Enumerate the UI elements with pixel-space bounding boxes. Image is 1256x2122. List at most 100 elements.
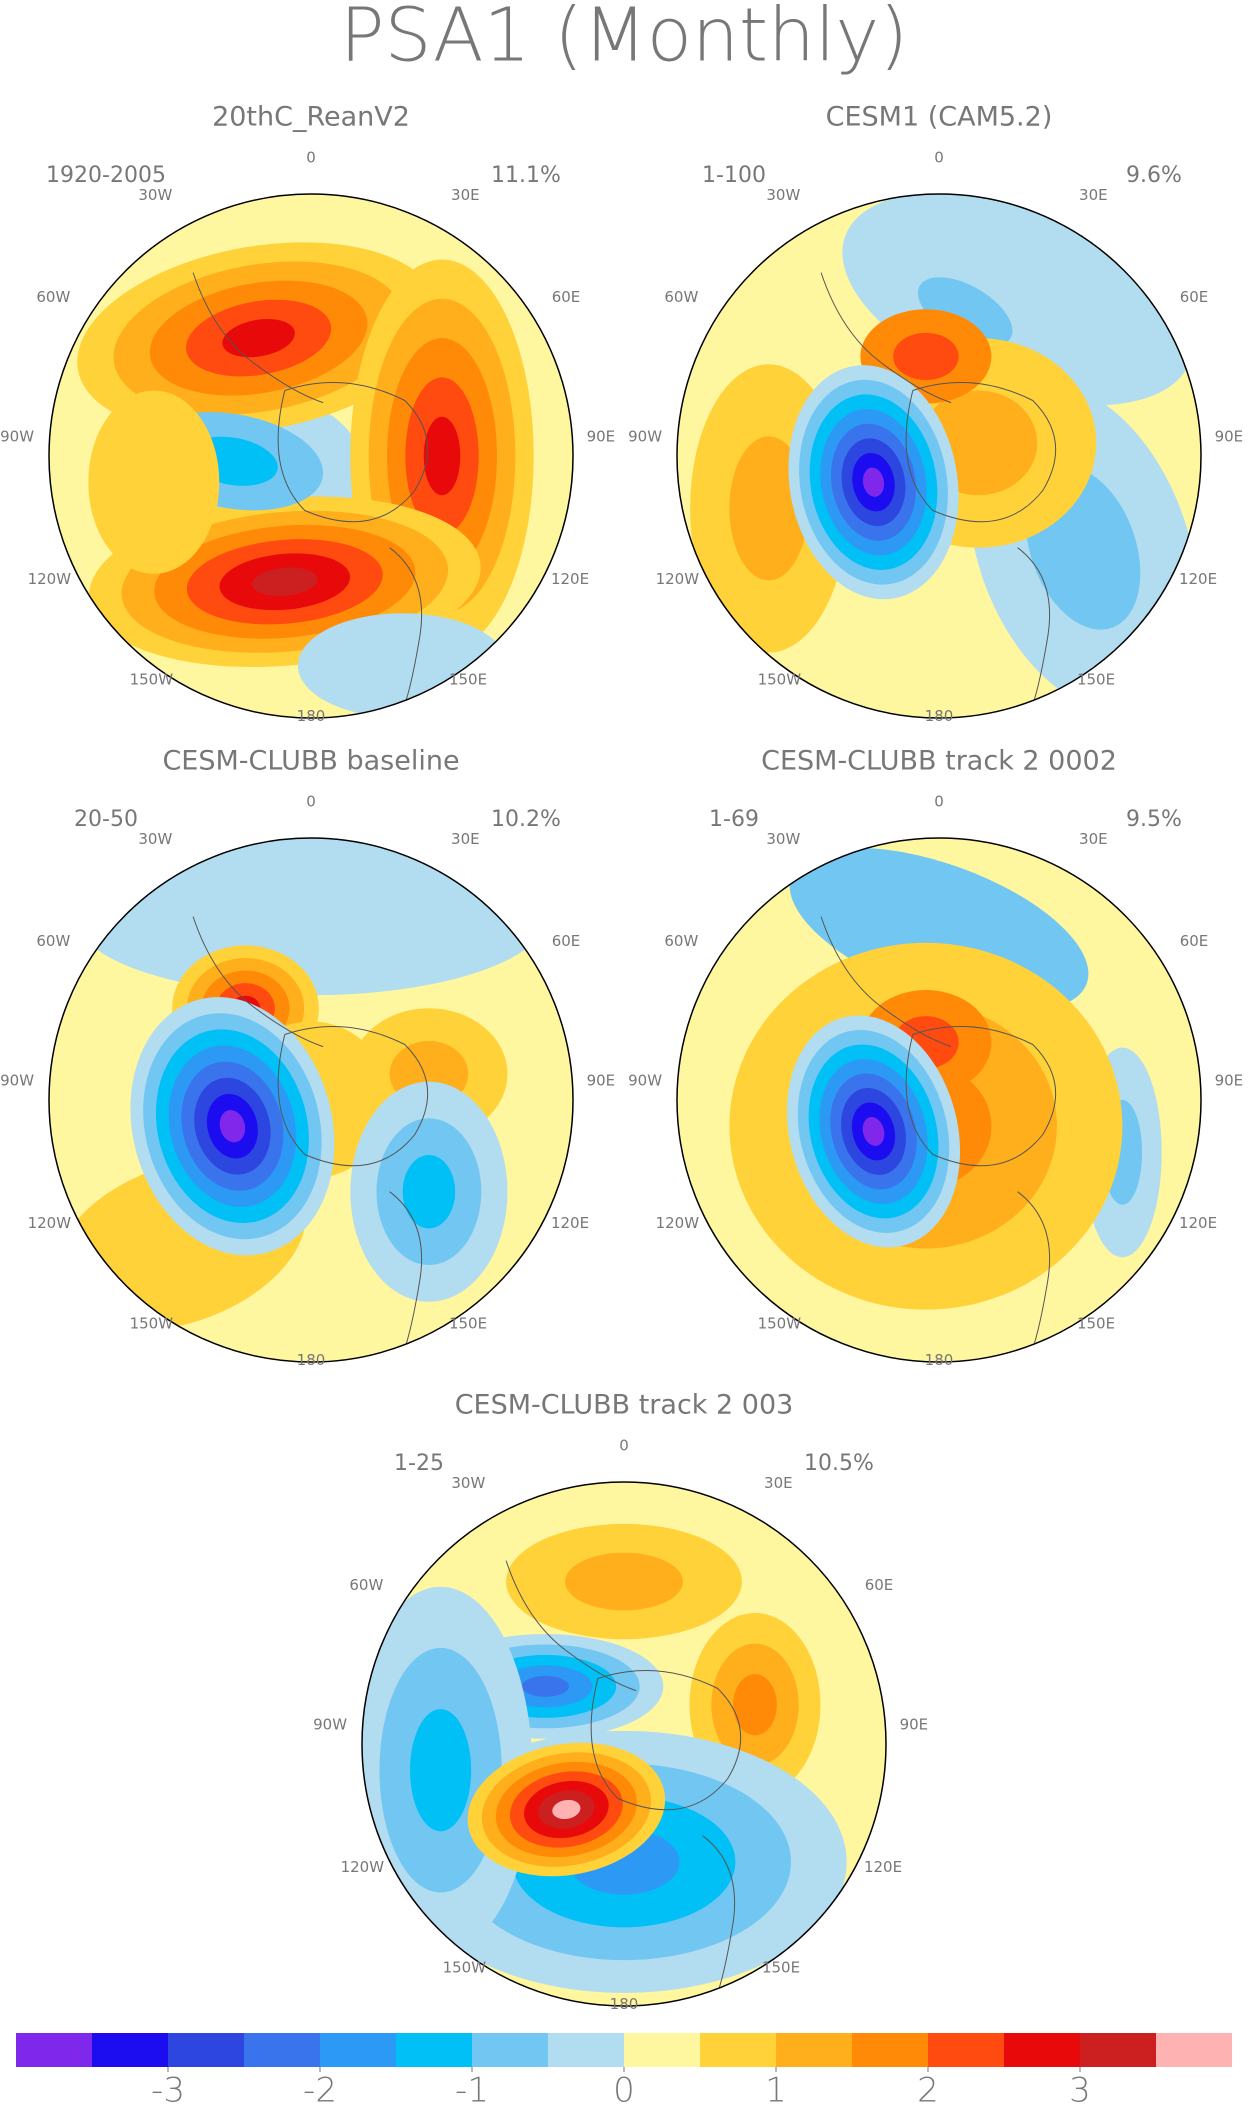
- longitude-label: 180: [925, 707, 954, 725]
- longitude-label: 30E: [451, 186, 480, 204]
- contour-fill: [252, 567, 318, 596]
- longitude-label: 120W: [341, 1858, 385, 1876]
- longitude-label: 90W: [628, 428, 662, 446]
- longitude-label: 30W: [138, 186, 172, 204]
- colorbar-box: [1080, 2033, 1156, 2067]
- colorbar-box: [1156, 2033, 1232, 2067]
- colorbar-box: [1004, 2033, 1080, 2067]
- longitude-label: 0: [306, 793, 316, 811]
- longitude-label: 150E: [1077, 671, 1115, 689]
- contour-fill: [297, 613, 508, 718]
- longitude-label: 30W: [766, 186, 800, 204]
- contour-fill: [565, 1552, 683, 1611]
- figure-title: PSA1 (Monthly): [340, 0, 908, 79]
- colorbar-tick-label: 1: [765, 2071, 787, 2111]
- panel-variance: 9.6%: [1126, 163, 1182, 188]
- map-border: [676, 193, 1202, 719]
- contour-fill: [222, 318, 295, 358]
- map-border: [676, 837, 1202, 1363]
- longitude-label: 0: [619, 1437, 629, 1455]
- longitude-label: 90W: [0, 428, 34, 446]
- longitude-label: 90E: [1215, 428, 1244, 446]
- contour-fill: [402, 1155, 456, 1229]
- contour-fill: [75, 838, 547, 996]
- panel-variance: 11.1%: [491, 163, 561, 188]
- map-border: [361, 1481, 887, 2007]
- longitude-label: 60E: [865, 1576, 894, 1594]
- contour-fill: [423, 416, 461, 496]
- colorbar-box: [244, 2033, 320, 2067]
- panel-title: CESM1 (CAM5.2): [826, 102, 1053, 133]
- colorbar-box: [168, 2033, 244, 2067]
- longitude-label: 90E: [900, 1716, 929, 1734]
- longitude-label: 120W: [656, 1214, 700, 1232]
- longitude-label: 150E: [762, 1959, 800, 1977]
- longitude-label: 150E: [449, 1315, 487, 1333]
- longitude-label: 60W: [664, 288, 698, 306]
- colorbar-tick-label: 3: [1069, 2071, 1091, 2111]
- colorbar-tick-label: 2: [917, 2071, 939, 2111]
- contour-fill: [917, 277, 1013, 347]
- longitude-label: 90E: [587, 428, 616, 446]
- longitude-label: 30E: [1079, 186, 1108, 204]
- panel-period: 1-100: [702, 163, 766, 188]
- panel-period: 1920-2005: [46, 163, 166, 188]
- longitude-label: 120E: [1179, 570, 1217, 588]
- colorbar-box: [396, 2033, 472, 2067]
- longitude-label: 0: [934, 149, 944, 167]
- map: [677, 194, 1201, 718]
- longitude-label: 90E: [1215, 1072, 1244, 1090]
- colorbar-box: [624, 2033, 700, 2067]
- longitude-label: 180: [297, 707, 326, 725]
- longitude-label: 60E: [552, 932, 581, 950]
- longitude-label: 30W: [766, 830, 800, 848]
- longitude-label: 120W: [28, 570, 72, 588]
- map: [362, 1482, 886, 2006]
- longitude-label: 60W: [36, 932, 70, 950]
- contour-fill: [893, 332, 959, 381]
- colorbar-box: [852, 2033, 928, 2067]
- longitude-label: 90W: [628, 1072, 662, 1090]
- colorbar-box: [548, 2033, 624, 2067]
- map: [49, 838, 573, 1362]
- map-border: [48, 837, 574, 1363]
- panel-title: CESM-CLUBB baseline: [162, 746, 459, 777]
- colorbar-tick-label: -3: [151, 2071, 185, 2111]
- colorbar-box: [320, 2033, 396, 2067]
- longitude-label: 0: [306, 149, 316, 167]
- map: [49, 194, 573, 718]
- contour-fill: [862, 467, 885, 497]
- colorbar-box: [92, 2033, 168, 2067]
- longitude-label: 0: [934, 793, 944, 811]
- longitude-label: 120W: [656, 570, 700, 588]
- longitude-label: 60E: [1180, 288, 1209, 306]
- longitude-label: 30W: [138, 830, 172, 848]
- longitude-label: 150E: [449, 671, 487, 689]
- longitude-label: 120E: [551, 570, 589, 588]
- panel-title: CESM-CLUBB track 2 0002: [761, 746, 1117, 777]
- longitude-label: 30E: [764, 1474, 793, 1492]
- contour-fill: [521, 1675, 569, 1697]
- longitude-label: 180: [925, 1351, 954, 1369]
- map-border: [48, 193, 574, 719]
- contour-fill: [552, 1799, 581, 1820]
- longitude-label: 30W: [451, 1474, 485, 1492]
- colorbar-box: [472, 2033, 548, 2067]
- longitude-label: 90W: [313, 1716, 347, 1734]
- contour-fill: [410, 1709, 472, 1832]
- longitude-label: 150W: [130, 671, 174, 689]
- colorbar-box: [700, 2033, 776, 2067]
- longitude-label: 30E: [451, 830, 480, 848]
- longitude-label: 60E: [552, 288, 581, 306]
- longitude-label: 180: [297, 1351, 326, 1369]
- longitude-label: 60W: [36, 288, 70, 306]
- longitude-label: 120W: [28, 1214, 72, 1232]
- map: [677, 838, 1201, 1362]
- panel-variance: 9.5%: [1126, 807, 1182, 832]
- colorbar-tick-label: -1: [455, 2071, 489, 2111]
- colorbar-box: [16, 2033, 92, 2067]
- longitude-label: 120E: [551, 1214, 589, 1232]
- contour-fill: [219, 1110, 246, 1143]
- colorbar-tick-label: -2: [303, 2071, 337, 2111]
